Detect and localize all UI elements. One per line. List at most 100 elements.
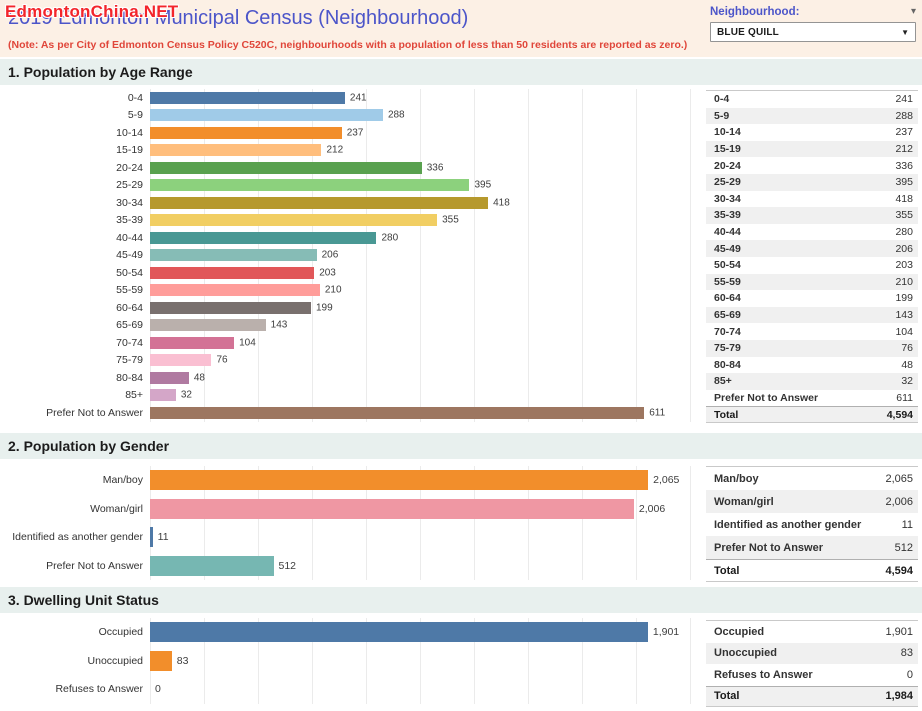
table-row[interactable]: 5-9 288 <box>706 107 918 125</box>
table-total-row[interactable]: Total 1,984 <box>706 685 918 707</box>
bar[interactable] <box>150 555 274 576</box>
bar[interactable] <box>150 126 342 139</box>
table-row[interactable]: 0-4 241 <box>706 91 918 108</box>
table-row-label: Man/boy <box>714 472 759 485</box>
bar[interactable] <box>150 144 322 157</box>
bar[interactable] <box>150 371 189 384</box>
bar-value-label: 241 <box>349 92 367 104</box>
category-label: 85+ <box>125 389 143 402</box>
parameter-menu-caret-icon[interactable]: ▾ <box>910 6 916 17</box>
bar[interactable] <box>150 498 634 519</box>
plot-area: 48 <box>150 369 700 387</box>
plot-area: 395 <box>150 176 700 194</box>
table-row[interactable]: Refuses to Answer 0 <box>706 664 918 686</box>
table-row[interactable]: 75-79 76 <box>706 339 918 357</box>
table-row[interactable]: 50-54 203 <box>706 257 918 274</box>
table-row[interactable]: 15-19 212 <box>706 140 918 158</box>
table-row[interactable]: 80-84 48 <box>706 357 918 374</box>
bar[interactable] <box>150 336 235 349</box>
neighbourhood-parameter-label: Neighbourhood: <box>710 5 800 18</box>
bar[interactable] <box>150 179 470 192</box>
table-row-label: 65-69 <box>714 309 741 322</box>
bar-value-label: 418 <box>493 197 510 209</box>
bar[interactable] <box>150 406 645 419</box>
table-total-row[interactable]: Total 4,594 <box>706 559 918 582</box>
table-row[interactable]: 35-39 355 <box>706 207 918 224</box>
bar[interactable] <box>150 109 383 122</box>
table-row[interactable]: 85+ 32 <box>706 373 918 390</box>
bar[interactable] <box>150 266 315 279</box>
bar-value-label: 104 <box>239 337 256 349</box>
table-row-label: 45-49 <box>714 242 741 255</box>
bar[interactable] <box>150 622 648 643</box>
bar[interactable] <box>150 284 320 297</box>
bar[interactable] <box>150 249 317 262</box>
table-row[interactable]: Prefer Not to Answer 611 <box>706 390 918 407</box>
bar-value-label: 0 <box>155 683 161 696</box>
table-row[interactable]: 55-59 210 <box>706 273 918 291</box>
bar[interactable] <box>150 161 422 174</box>
bar[interactable] <box>150 231 377 244</box>
table-row[interactable]: Unoccupied 83 <box>706 642 918 664</box>
bar[interactable] <box>150 354 212 367</box>
table-row-value: 355 <box>895 209 913 222</box>
table-row-label: 10-14 <box>714 126 741 139</box>
table-row-value: 48 <box>901 358 913 371</box>
category-label: 5-9 <box>127 109 143 122</box>
table-row-value: 611 <box>896 391 913 404</box>
bar[interactable] <box>150 527 153 548</box>
table-row[interactable]: 25-29 395 <box>706 173 918 191</box>
bar-row: 55-59 210 <box>0 281 700 299</box>
plot-area: 418 <box>150 194 700 212</box>
bar[interactable] <box>150 196 489 209</box>
plot-area: 83 <box>150 646 700 675</box>
table-row[interactable]: 10-14 237 <box>706 124 918 141</box>
table-row-value: 4,594 <box>886 408 913 421</box>
bar[interactable] <box>150 650 172 671</box>
category-label: 65-69 <box>116 319 143 332</box>
category-label: 40-44 <box>116 231 143 244</box>
table-row[interactable]: 45-49 206 <box>706 240 918 257</box>
bar-value-label: 280 <box>381 232 399 244</box>
table-total-row[interactable]: Total 4,594 <box>706 406 918 423</box>
bar-value-label: 355 <box>442 214 459 226</box>
bar-value-label: 203 <box>319 267 336 279</box>
bar-row: 60-64 199 <box>0 299 700 317</box>
plot-area: 203 <box>150 264 700 282</box>
plot-area: 206 <box>150 246 700 264</box>
table-row[interactable]: 70-74 104 <box>706 323 918 340</box>
neighbourhood-dropdown[interactable]: BLUE QUILL ▼ <box>710 22 916 42</box>
bar[interactable] <box>150 319 266 332</box>
plot-area: 611 <box>150 404 700 422</box>
table-row[interactable]: 40-44 280 <box>706 224 918 241</box>
category-label: 35-39 <box>116 214 143 227</box>
section-title-population-by-age-range: 1. Population by Age Range <box>0 59 922 85</box>
bar-row: 5-9 288 <box>0 106 700 124</box>
bar-value-label: 2,006 <box>638 502 666 515</box>
bar-row: Woman/girl 2,006 <box>0 494 700 523</box>
bar[interactable] <box>150 91 345 104</box>
bar-value-label: 11 <box>157 531 169 544</box>
bar[interactable] <box>150 301 311 314</box>
table-row[interactable]: Man/boy 2,065 <box>706 467 918 490</box>
table-row[interactable]: Identified as another gender 11 <box>706 513 918 536</box>
bar[interactable] <box>150 389 176 402</box>
table-row-label: Refuses to Answer <box>714 668 813 681</box>
policy-note: (Note: As per City of Edmonton Census Po… <box>8 39 688 51</box>
table-row[interactable]: 20-24 336 <box>706 157 918 174</box>
table-row-value: 237 <box>895 126 913 139</box>
table-row[interactable]: Woman/girl 2,006 <box>706 490 918 513</box>
table-row[interactable]: Occupied 1,901 <box>706 621 918 643</box>
bar-value-label: 143 <box>270 319 288 331</box>
bar-row: 20-24 336 <box>0 159 700 177</box>
table-row[interactable]: Prefer Not to Answer 512 <box>706 536 918 559</box>
bar[interactable] <box>150 214 438 227</box>
table-row-value: 288 <box>895 109 913 122</box>
table-row[interactable]: 65-69 143 <box>706 306 918 324</box>
plot-area: 288 <box>150 106 700 124</box>
table-row[interactable]: 60-64 199 <box>706 290 918 307</box>
bar-value-label: 1,901 <box>652 626 680 639</box>
table-row[interactable]: 30-34 418 <box>706 191 918 208</box>
table-row-label: 40-44 <box>714 226 741 239</box>
bar[interactable] <box>150 470 649 491</box>
